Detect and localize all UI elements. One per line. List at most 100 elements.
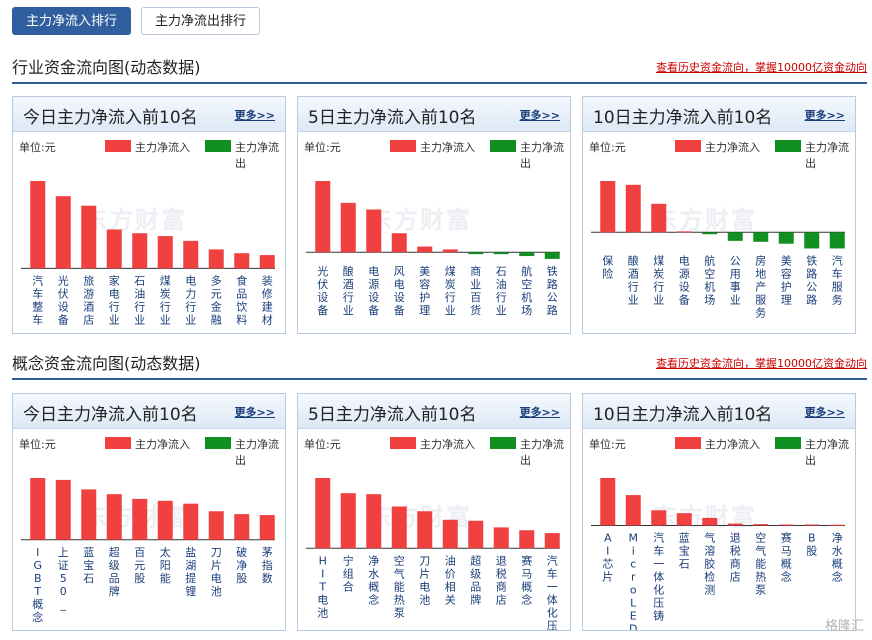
bar-煤炭行业[interactable] <box>442 249 458 253</box>
bar-AI芯片[interactable] <box>600 478 616 526</box>
category-label: 宁组合 <box>343 553 354 593</box>
bar-风电设备[interactable] <box>391 233 407 253</box>
bar-汽车一体化压铸[interactable] <box>544 533 560 549</box>
bar-刀片电池[interactable] <box>208 511 224 540</box>
bar-油价相关[interactable] <box>442 519 458 549</box>
bar-家电行业[interactable] <box>106 229 122 269</box>
outflow-swatch <box>490 437 516 449</box>
bar-破净股[interactable] <box>234 514 250 540</box>
category-label: I G B T 概念 <box>32 546 43 624</box>
bar-chart: A I 芯片 M i c r o L E D 汽车一体化压铸 蓝宝石 气溶胶检测 退税商店 空气能热泵 赛马概念… <box>591 478 845 630</box>
category-label: 超级品牌 <box>109 545 120 598</box>
more-link[interactable]: 更多>> <box>234 406 275 419</box>
outflow-legend-label: 主力净流出 <box>235 438 279 467</box>
more-link[interactable]: 更多>> <box>519 109 560 122</box>
bar-电力行业[interactable] <box>183 240 199 269</box>
category-label: 旅游酒店 <box>83 273 94 326</box>
bar-装修建材[interactable] <box>259 255 275 269</box>
panel-header: 10日主力净流入前10名 更多>> <box>583 97 855 132</box>
bar-电源设备[interactable] <box>366 209 382 253</box>
bar-退税商店[interactable] <box>727 523 743 526</box>
bar-铁路公路[interactable] <box>544 252 560 259</box>
unit-label: 单位:元 <box>589 141 626 154</box>
more-link[interactable]: 更多>> <box>804 406 845 419</box>
category-label: 盐湖提锂 <box>185 546 196 598</box>
category-label: 石油行业 <box>134 274 145 326</box>
bar-空气能热泵[interactable] <box>753 524 769 526</box>
bar-赛马概念[interactable] <box>778 524 794 526</box>
panel-header: 5日主力净流入前10名 更多>> <box>298 394 570 429</box>
bar-食品饮料[interactable] <box>234 253 250 269</box>
category-label: A I 芯片 <box>602 532 613 584</box>
unit-label: 单位:元 <box>304 141 341 154</box>
bar-煤炭行业[interactable] <box>651 203 667 233</box>
bar-石油行业[interactable] <box>132 233 148 269</box>
bar-美容护理[interactable] <box>417 246 433 253</box>
bar-HIT电池[interactable] <box>315 478 331 549</box>
watermark: 东方财富 <box>83 206 187 234</box>
more-link[interactable]: 更多>> <box>519 406 560 419</box>
bar-刀片电池[interactable] <box>417 511 433 549</box>
history-fund-flow-link[interactable]: 查看历史资金流向，掌握10000亿资金动向 <box>656 61 867 74</box>
bar-煤炭行业[interactable] <box>157 236 173 269</box>
category-label: H I T 电池 <box>317 554 328 619</box>
panel-title: 今日主力净流入前10名 <box>23 108 198 128</box>
section-title: 概念资金流向图(动态数据) <box>12 354 201 373</box>
panel-title: 今日主力净流入前10名 <box>23 405 198 425</box>
bar-净水概念[interactable] <box>829 524 845 526</box>
more-link[interactable]: 更多>> <box>234 109 275 122</box>
bar-B股[interactable] <box>804 524 820 526</box>
bar-退税商店[interactable] <box>493 527 509 549</box>
category-label: 空气能热泵 <box>755 531 766 597</box>
bar-百元股[interactable] <box>132 498 148 540</box>
inflow-legend-label: 主力净流入 <box>420 141 475 154</box>
bar-铁路公路[interactable] <box>804 232 820 249</box>
category-label: 赛马概念 <box>781 531 792 584</box>
bar-上证50_[interactable] <box>55 479 71 540</box>
bar-IGBT概念[interactable] <box>30 478 46 540</box>
inflow-legend-label: 主力净流入 <box>705 438 760 451</box>
bar-空气能热泵[interactable] <box>391 506 407 549</box>
tab-net-outflow-ranking[interactable]: 主力净流出排行 <box>141 7 261 35</box>
bar-光伏设备[interactable] <box>315 181 331 253</box>
category-label: 电源设备 <box>679 254 690 306</box>
bar-汽车服务[interactable] <box>829 232 845 249</box>
bar-航空机场[interactable] <box>702 232 718 235</box>
bar-石油行业[interactable] <box>493 252 509 255</box>
bar-茅指数[interactable] <box>259 515 275 540</box>
bar-多元金融[interactable] <box>208 249 224 269</box>
bar-房地产服务[interactable] <box>753 232 769 242</box>
ranking-chart-panel: 今日主力净流入前10名 更多>> 单位:元 主力净流入 主力净流出 东方财富 汽… <box>12 96 286 334</box>
category-label: 空气能热泵 <box>394 553 405 619</box>
history-fund-flow-link[interactable]: 查看历史资金流向，掌握10000亿资金动向 <box>656 357 867 370</box>
category-label: 光伏设备 <box>317 264 328 317</box>
bar-气溶胶检测[interactable] <box>702 517 718 526</box>
bar-太阳能[interactable] <box>157 500 173 540</box>
bar-蓝宝石[interactable] <box>676 513 692 526</box>
bar-盐湖提锂[interactable] <box>183 503 199 540</box>
bar-蓝宝石[interactable] <box>81 489 97 540</box>
bar-宁组合[interactable] <box>340 493 356 549</box>
bar-商业百货[interactable] <box>468 252 484 255</box>
bar-赛马概念[interactable] <box>519 530 535 549</box>
bar-汽车整车[interactable] <box>30 181 46 269</box>
outflow-swatch <box>775 437 801 449</box>
bar-汽车一体化压铸[interactable] <box>651 510 667 526</box>
bar-MicroLED[interactable] <box>625 495 641 526</box>
bar-电源设备[interactable] <box>676 231 692 233</box>
bar-保险[interactable] <box>600 181 616 233</box>
bar-美容护理[interactable] <box>778 232 794 244</box>
tab-net-inflow-ranking[interactable]: 主力净流入排行 <box>12 7 132 35</box>
bar-净水概念[interactable] <box>366 494 382 549</box>
bar-酿酒行业[interactable] <box>340 202 356 253</box>
bar-旅游酒店[interactable] <box>81 205 97 269</box>
bar-超级品牌[interactable] <box>106 494 122 540</box>
bar-超级品牌[interactable] <box>468 520 484 549</box>
bar-航空机场[interactable] <box>519 252 535 257</box>
inflow-legend-label: 主力净流入 <box>135 141 190 154</box>
bar-酿酒行业[interactable] <box>625 184 641 233</box>
bar-光伏设备[interactable] <box>55 196 71 269</box>
bar-公用事业[interactable] <box>727 232 743 241</box>
more-link[interactable]: 更多>> <box>804 109 845 122</box>
inflow-legend-label: 主力净流入 <box>705 141 760 154</box>
